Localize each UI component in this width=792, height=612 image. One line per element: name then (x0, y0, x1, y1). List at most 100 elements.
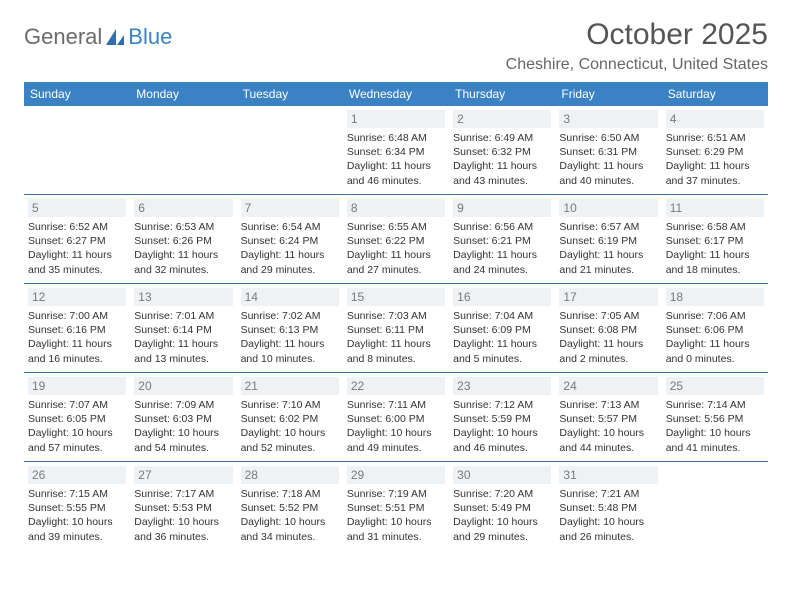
sunset-line: Sunset: 6:31 PM (559, 145, 657, 159)
daylight-line: Daylight: 10 hours and 29 minutes. (453, 515, 551, 543)
day-number: 10 (559, 199, 657, 217)
title-block: October 2025 Cheshire, Connecticut, Unit… (506, 18, 768, 74)
sunset-line: Sunset: 6:14 PM (134, 323, 232, 337)
day-cell: 9Sunrise: 6:56 AMSunset: 6:21 PMDaylight… (449, 195, 555, 283)
sunrise-line: Sunrise: 6:56 AM (453, 220, 551, 234)
sunrise-line: Sunrise: 7:14 AM (666, 398, 764, 412)
month-title: October 2025 (506, 18, 768, 52)
weekday-header: Tuesday (237, 82, 343, 106)
daylight-line: Daylight: 11 hours and 29 minutes. (241, 248, 339, 276)
sunrise-line: Sunrise: 7:11 AM (347, 398, 445, 412)
sunrise-line: Sunrise: 7:09 AM (134, 398, 232, 412)
logo-sail-icon (104, 27, 126, 47)
header: General Blue October 2025 Cheshire, Conn… (24, 18, 768, 74)
daylight-line: Daylight: 11 hours and 16 minutes. (28, 337, 126, 365)
week-row: 12Sunrise: 7:00 AMSunset: 6:16 PMDayligh… (24, 284, 768, 373)
day-number: 11 (666, 199, 764, 217)
day-cell: 29Sunrise: 7:19 AMSunset: 5:51 PMDayligh… (343, 462, 449, 550)
daylight-line: Daylight: 11 hours and 2 minutes. (559, 337, 657, 365)
sunset-line: Sunset: 5:52 PM (241, 501, 339, 515)
day-cell: 23Sunrise: 7:12 AMSunset: 5:59 PMDayligh… (449, 373, 555, 461)
daylight-line: Daylight: 10 hours and 44 minutes. (559, 426, 657, 454)
sunrise-line: Sunrise: 7:01 AM (134, 309, 232, 323)
daylight-line: Daylight: 11 hours and 5 minutes. (453, 337, 551, 365)
daylight-line: Daylight: 11 hours and 32 minutes. (134, 248, 232, 276)
sunset-line: Sunset: 6:09 PM (453, 323, 551, 337)
daylight-line: Daylight: 10 hours and 34 minutes. (241, 515, 339, 543)
weekday-header: Sunday (24, 82, 130, 106)
sunset-line: Sunset: 6:34 PM (347, 145, 445, 159)
day-cell: 20 Sunrise: 7:09 AMSunset: 6:03 PMDayligh… (130, 373, 236, 461)
sunrise-line: Sunrise: 6:48 AM (347, 131, 445, 145)
day-cell: 12Sunrise: 7:00 AMSunset: 6:16 PMDayligh… (24, 284, 130, 372)
weekday-header: Wednesday (343, 82, 449, 106)
daylight-line: Daylight: 10 hours and 57 minutes. (28, 426, 126, 454)
day-cell: 31Sunrise: 7:21 AMSunset: 5:48 PMDayligh… (555, 462, 661, 550)
daylight-line: Daylight: 10 hours and 31 minutes. (347, 515, 445, 543)
day-cell: 8Sunrise: 6:55 AMSunset: 6:22 PMDaylight… (343, 195, 449, 283)
weekday-header: Thursday (449, 82, 555, 106)
daylight-line: Daylight: 11 hours and 43 minutes. (453, 159, 551, 187)
day-cell: 26Sunrise: 7:15 AMSunset: 5:55 PMDayligh… (24, 462, 130, 550)
sunset-line: Sunset: 6:16 PM (28, 323, 126, 337)
day-number: 28 (241, 466, 339, 484)
day-cell: 30Sunrise: 7:20 AMSunset: 5:49 PMDayligh… (449, 462, 555, 550)
sunrise-line: Sunrise: 6:52 AM (28, 220, 126, 234)
daylight-line: Daylight: 10 hours and 49 minutes. (347, 426, 445, 454)
sunset-line: Sunset: 5:49 PM (453, 501, 551, 515)
daylight-line: Daylight: 11 hours and 0 minutes. (666, 337, 764, 365)
daylight-line: Daylight: 10 hours and 54 minutes. (134, 426, 232, 454)
sunset-line: Sunset: 6:17 PM (666, 234, 764, 248)
day-cell: 27Sunrise: 7:17 AMSunset: 5:53 PMDayligh… (130, 462, 236, 550)
day-number: 31 (559, 466, 657, 484)
daylight-line: Daylight: 10 hours and 46 minutes. (453, 426, 551, 454)
daylight-line: Daylight: 11 hours and 35 minutes. (28, 248, 126, 276)
logo-text-blue: Blue (128, 24, 172, 50)
sunset-line: Sunset: 5:48 PM (559, 501, 657, 515)
daylight-line: Daylight: 11 hours and 21 minutes. (559, 248, 657, 276)
sunset-line: Sunset: 6:02 PM (241, 412, 339, 426)
day-number: 6 (134, 199, 232, 217)
day-number: 30 (453, 466, 551, 484)
day-cell: 16Sunrise: 7:04 AMSunset: 6:09 PMDayligh… (449, 284, 555, 372)
daylight-line: Daylight: 11 hours and 18 minutes. (666, 248, 764, 276)
sunrise-line: Sunrise: 6:57 AM (559, 220, 657, 234)
location: Cheshire, Connecticut, United States (506, 56, 768, 74)
day-cell: 10Sunrise: 6:57 AMSunset: 6:19 PMDayligh… (555, 195, 661, 283)
sunset-line: Sunset: 5:53 PM (134, 501, 232, 515)
sunrise-line: Sunrise: 7:13 AM (559, 398, 657, 412)
day-number: 25 (666, 377, 764, 395)
day-cell: 7Sunrise: 6:54 AMSunset: 6:24 PMDaylight… (237, 195, 343, 283)
sunrise-line: Sunrise: 7:10 AM (241, 398, 339, 412)
day-number: 9 (453, 199, 551, 217)
day-number: 20 (134, 377, 232, 395)
day-cell: 22Sunrise: 7:11 AMSunset: 6:00 PMDayligh… (343, 373, 449, 461)
logo: General Blue (24, 18, 172, 50)
day-cell: 14Sunrise: 7:02 AMSunset: 6:13 PMDayligh… (237, 284, 343, 372)
sunset-line: Sunset: 5:51 PM (347, 501, 445, 515)
day-number: 18 (666, 288, 764, 306)
daylight-line: Daylight: 10 hours and 36 minutes. (134, 515, 232, 543)
sunrise-line: Sunrise: 7:00 AM (28, 309, 126, 323)
day-number: 27 (134, 466, 232, 484)
weekday-header-row: SundayMondayTuesdayWednesdayThursdayFrid… (24, 82, 768, 106)
day-cell: 5Sunrise: 6:52 AMSunset: 6:27 PMDaylight… (24, 195, 130, 283)
sunrise-line: Sunrise: 6:54 AM (241, 220, 339, 234)
day-number: 2 (453, 110, 551, 128)
sunrise-line: Sunrise: 7:02 AM (241, 309, 339, 323)
day-number: 4 (666, 110, 764, 128)
calendar: SundayMondayTuesdayWednesdayThursdayFrid… (24, 82, 768, 550)
sunset-line: Sunset: 6:32 PM (453, 145, 551, 159)
sunset-line: Sunset: 6:00 PM (347, 412, 445, 426)
day-cell: 15Sunrise: 7:03 AMSunset: 6:11 PMDayligh… (343, 284, 449, 372)
sunset-line: Sunset: 5:59 PM (453, 412, 551, 426)
sunset-line: Sunset: 6:03 PM (134, 412, 232, 426)
week-row: 5Sunrise: 6:52 AMSunset: 6:27 PMDaylight… (24, 195, 768, 284)
weeks-container: 1Sunrise: 6:48 AMSunset: 6:34 PMDaylight… (24, 106, 768, 550)
sunrise-line: Sunrise: 6:49 AM (453, 131, 551, 145)
daylight-line: Daylight: 11 hours and 24 minutes. (453, 248, 551, 276)
day-number: 19 (28, 377, 126, 395)
day-number: 26 (28, 466, 126, 484)
weekday-header: Saturday (662, 82, 768, 106)
sunset-line: Sunset: 6:27 PM (28, 234, 126, 248)
